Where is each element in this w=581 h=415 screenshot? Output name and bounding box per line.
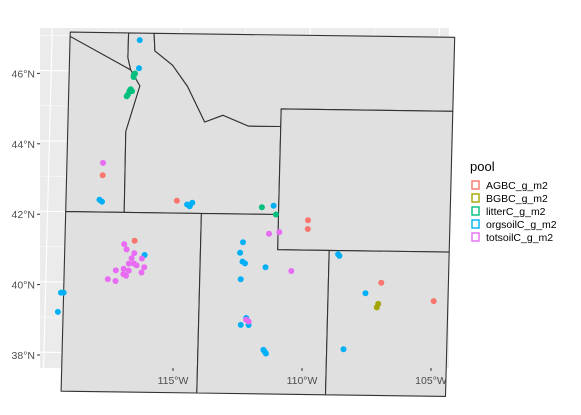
state-borders bbox=[60, 31, 456, 397]
y-tick-label: 38°N bbox=[12, 350, 35, 362]
point-totsoilC_g_m2 bbox=[141, 264, 148, 271]
point-AGBC_g_m2 bbox=[131, 237, 138, 244]
point-orgsoilC_g_m2 bbox=[237, 321, 244, 328]
state-montana bbox=[153, 32, 456, 128]
y-tick-label: 42°N bbox=[12, 209, 35, 221]
x-tick-label: 105°W bbox=[415, 375, 447, 387]
point-orgsoilC_g_m2 bbox=[237, 249, 244, 256]
point-totsoilC_g_m2 bbox=[125, 260, 132, 267]
point-orgsoilC_g_m2 bbox=[60, 289, 67, 296]
legend-key bbox=[471, 232, 480, 242]
point-orgsoilC_g_m2 bbox=[54, 308, 61, 315]
legend-label: litterC_g_m2 bbox=[486, 206, 546, 218]
x-axis: 115°W 110°W 105°W bbox=[158, 368, 447, 387]
point-totsoilC_g_m2 bbox=[288, 268, 295, 274]
point-litterC_g_m2 bbox=[272, 211, 279, 218]
point-totsoilC_g_m2 bbox=[112, 278, 119, 284]
point-litterC_g_m2 bbox=[258, 204, 265, 211]
point-orgsoilC_g_m2 bbox=[362, 290, 369, 297]
legend-label: orgsoilC_g_m2 bbox=[486, 219, 557, 231]
point-totsoilC_g_m2 bbox=[100, 159, 106, 166]
legend-key bbox=[471, 219, 480, 229]
point-BGBC_g_m2 bbox=[373, 304, 380, 311]
point-AGBC_g_m2 bbox=[305, 217, 311, 224]
x-tick-label: 110°W bbox=[287, 375, 318, 387]
point-litterC_g_m2 bbox=[129, 88, 135, 95]
point-AGBC_g_m2 bbox=[99, 172, 106, 179]
legend-item: orgsoilC_g_m2 bbox=[471, 219, 557, 231]
point-litterC_g_m2 bbox=[123, 93, 130, 100]
state-nevada bbox=[60, 211, 202, 394]
point-AGBC_g_m2 bbox=[378, 279, 385, 286]
point-totsoilC_g_m2 bbox=[138, 269, 145, 276]
point-orgsoilC_g_m2 bbox=[262, 264, 269, 271]
legend-items: AGBC_g_m2BGBC_g_m2litterC_g_m2orgsoilC_g… bbox=[471, 180, 557, 244]
point-totsoilC_g_m2 bbox=[121, 241, 128, 248]
legend-item: BGBC_g_m2 bbox=[471, 193, 548, 205]
legend-label: totsoilC_g_m2 bbox=[486, 232, 553, 244]
point-totsoilC_g_m2 bbox=[104, 276, 111, 283]
data-points bbox=[54, 37, 437, 357]
legend: pool AGBC_g_m2BGBC_g_m2litterC_g_m2orgso… bbox=[470, 159, 557, 244]
point-totsoilC_g_m2 bbox=[276, 229, 283, 236]
legend-key bbox=[471, 180, 480, 190]
y-tick-label: 40°N bbox=[12, 280, 35, 292]
point-totsoilC_g_m2 bbox=[131, 250, 138, 257]
legend-item: totsoilC_g_m2 bbox=[471, 232, 553, 244]
legend-item: AGBC_g_m2 bbox=[471, 180, 548, 192]
point-totsoilC_g_m2 bbox=[123, 246, 130, 253]
point-orgsoilC_g_m2 bbox=[340, 346, 347, 353]
legend-key bbox=[471, 206, 480, 216]
y-tick-label: 46°N bbox=[12, 68, 35, 80]
point-orgsoilC_g_m2 bbox=[336, 252, 343, 259]
point-orgsoilC_g_m2 bbox=[136, 65, 142, 72]
legend-key bbox=[471, 193, 480, 203]
point-orgsoilC_g_m2 bbox=[242, 260, 248, 267]
point-orgsoilC_g_m2 bbox=[99, 198, 105, 205]
point-totsoilC_g_m2 bbox=[131, 260, 137, 267]
point-totsoilC_g_m2 bbox=[128, 255, 135, 262]
point-totsoilC_g_m2 bbox=[112, 267, 119, 274]
y-tick-label: 44°N bbox=[12, 139, 35, 151]
point-orgsoilC_g_m2 bbox=[186, 203, 193, 210]
point-orgsoilC_g_m2 bbox=[270, 202, 277, 209]
point-totsoilC_g_m2 bbox=[120, 265, 127, 272]
state-colorado bbox=[324, 249, 450, 397]
point-orgsoilC_g_m2 bbox=[136, 37, 143, 44]
legend-label: BGBC_g_m2 bbox=[486, 193, 548, 205]
point-orgsoilC_g_m2 bbox=[240, 239, 246, 246]
point-orgsoilC_g_m2 bbox=[237, 276, 244, 283]
point-totsoilC_g_m2 bbox=[125, 267, 132, 274]
legend-label: AGBC_g_m2 bbox=[486, 180, 548, 192]
x-tick-label: 115°W bbox=[158, 375, 189, 387]
state-wyoming bbox=[277, 108, 454, 253]
point-litterC_g_m2 bbox=[130, 74, 137, 80]
y-axis: 38°N 40°N 42°N 44°N 46°N bbox=[12, 68, 40, 362]
point-AGBC_g_m2 bbox=[430, 298, 437, 305]
point-orgsoilC_g_m2 bbox=[262, 350, 269, 357]
point-totsoilC_g_m2 bbox=[123, 272, 129, 279]
point-totsoilC_g_m2 bbox=[245, 318, 252, 325]
legend-title: pool bbox=[470, 159, 495, 174]
point-totsoilC_g_m2 bbox=[138, 255, 145, 262]
point-totsoilC_g_m2 bbox=[266, 230, 272, 237]
point-AGBC_g_m2 bbox=[173, 197, 180, 204]
point-AGBC_g_m2 bbox=[304, 226, 311, 232]
legend-item: litterC_g_m2 bbox=[471, 206, 546, 218]
